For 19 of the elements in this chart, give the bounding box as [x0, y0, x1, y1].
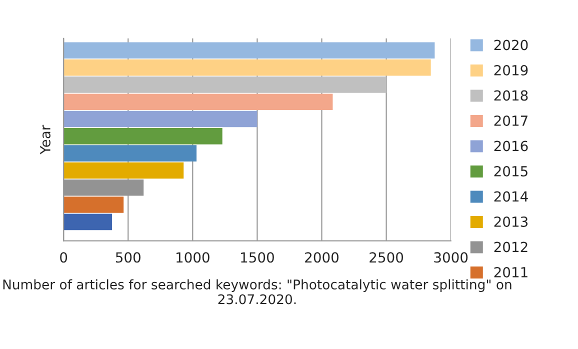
x-tick-label: 2000 [305, 252, 339, 263]
legend-label: 2019 [494, 65, 528, 76]
legend-label: 2014 [494, 191, 528, 202]
x-tick-label: 1500 [241, 252, 274, 263]
legend-label: 2017 [494, 115, 528, 126]
legend-label: 2016 [494, 140, 528, 152]
legend-label: 2020 [494, 40, 528, 50]
legend-label: 2011 [494, 266, 528, 278]
x-axis-title: Number of articles for searched keywords: "Photocatalytic water splitting" on 23.07.2020. [3, 279, 512, 304]
legend-label: 2013 [494, 216, 528, 227]
legend-label: 2015 [494, 166, 528, 176]
x-tick-label: 1000 [176, 252, 210, 263]
legend-label: 2012 [494, 242, 528, 252]
x-tick-label: 3000 [434, 252, 468, 263]
y-axis-title: Year [40, 124, 50, 154]
x-tick-label: 2500 [370, 252, 404, 263]
legend-label: 2018 [494, 90, 528, 101]
x-tick-label: 0 [60, 252, 68, 263]
x-tick-label: 500 [116, 252, 140, 263]
